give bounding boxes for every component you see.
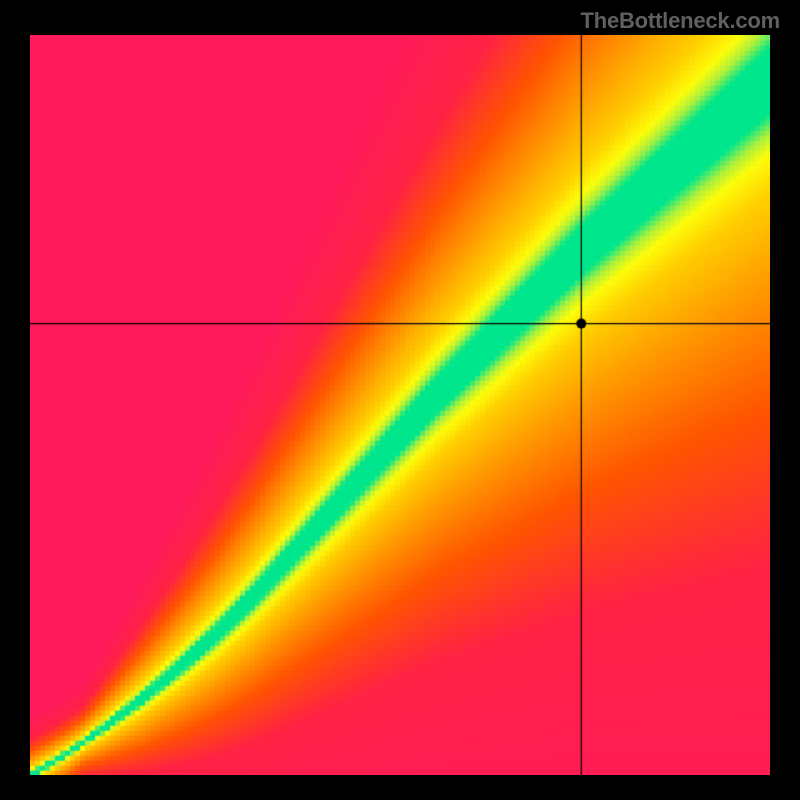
bottleneck-heatmap [30,35,770,775]
watermark-text: TheBottleneck.com [580,8,780,34]
chart-container: TheBottleneck.com [0,0,800,800]
